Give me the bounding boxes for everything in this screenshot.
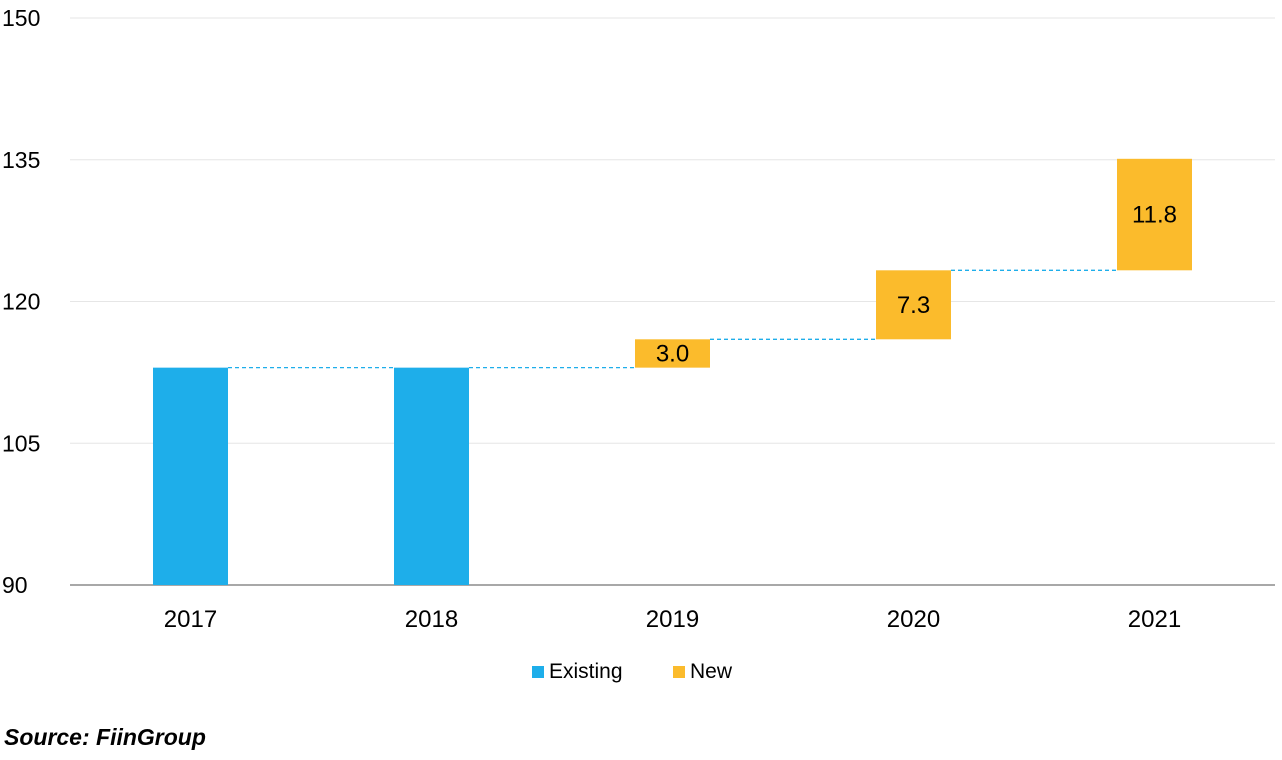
data-label: 3.0 — [656, 340, 689, 367]
data-label: 7.3 — [897, 292, 930, 319]
source-note: Source: FiinGroup — [4, 724, 206, 750]
x-tick-label: 2021 — [1128, 606, 1181, 633]
y-tick-label: 135 — [2, 147, 40, 173]
legend: Existing New — [0, 660, 1282, 688]
legend-swatch-existing — [532, 666, 544, 678]
bar-existing — [394, 367, 469, 585]
legend-label-new: New — [690, 660, 733, 683]
data-label: 11.8 — [1132, 202, 1177, 229]
legend-swatch-new — [673, 666, 685, 678]
legend-label-existing: Existing — [549, 660, 623, 683]
y-tick-label: 150 — [2, 5, 40, 31]
legend-item-existing: Existing — [532, 660, 623, 684]
x-tick-label: 2018 — [405, 606, 458, 633]
y-tick-label: 120 — [2, 289, 40, 315]
x-tick-label: 2019 — [646, 606, 699, 633]
waterfall-chart: 90 105 120 135 150 3.0 7.3 11.8 2017 2018 2019 2020… — [2, 5, 1275, 633]
bar-new — [1117, 158, 1192, 271]
y-tick-label: 90 — [2, 572, 28, 598]
bar-new — [876, 270, 951, 340]
bar-new — [635, 339, 710, 368]
x-tick-label: 2017 — [164, 606, 217, 633]
legend-item-new: New — [673, 660, 732, 684]
y-tick-label: 105 — [2, 430, 40, 456]
x-tick-label: 2020 — [887, 606, 940, 633]
bar-existing — [153, 367, 228, 585]
